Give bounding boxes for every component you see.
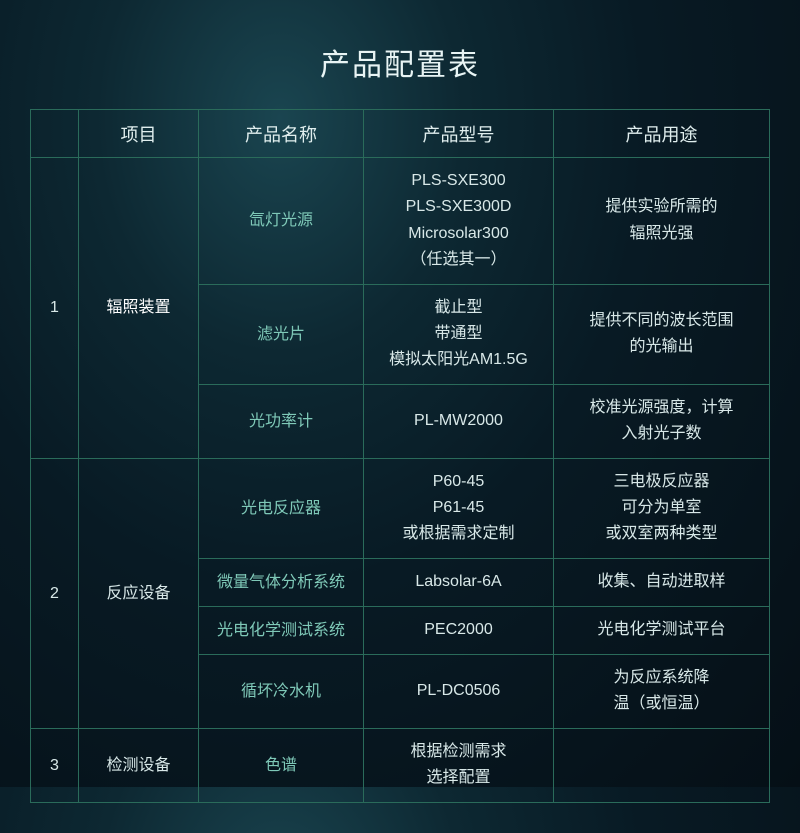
cell-use: 提供实验所需的辐照光强	[554, 158, 770, 285]
cell-model: Labsolar-6A	[364, 558, 554, 606]
cell-name: 光功率计	[199, 384, 364, 458]
cell-num: 1	[31, 158, 79, 459]
cell-item: 反应设备	[79, 458, 199, 728]
header-num	[31, 110, 79, 158]
header-use: 产品用途	[554, 110, 770, 158]
header-item: 项目	[79, 110, 199, 158]
table-body: 1 辐照装置 氙灯光源 PLS-SXE300PLS-SXE300DMicroso…	[31, 158, 770, 803]
cell-use: 三电极反应器可分为单室或双室两种类型	[554, 458, 770, 558]
config-table: 项目 产品名称 产品型号 产品用途 1 辐照装置 氙灯光源 PLS-SXE300…	[30, 109, 770, 803]
cell-num: 2	[31, 458, 79, 728]
cell-use: 收集、自动进取样	[554, 558, 770, 606]
cell-name: 色谱	[199, 728, 364, 802]
cell-item: 检测设备	[79, 728, 199, 802]
cell-name: 滤光片	[199, 284, 364, 384]
table-row: 3 检测设备 色谱 根据检测需求选择配置	[31, 728, 770, 802]
cell-use: 校准光源强度，计算入射光子数	[554, 384, 770, 458]
cell-name: 循坏冷水机	[199, 655, 364, 729]
cell-model: PL-DC0506	[364, 655, 554, 729]
cell-num: 3	[31, 728, 79, 802]
cell-use: 为反应系统降温（或恒温）	[554, 655, 770, 729]
cell-use	[554, 728, 770, 802]
cell-model: PL-MW2000	[364, 384, 554, 458]
table-row: 1 辐照装置 氙灯光源 PLS-SXE300PLS-SXE300DMicroso…	[31, 158, 770, 285]
cell-name: 光电化学测试系统	[199, 606, 364, 654]
cell-name: 微量气体分析系统	[199, 558, 364, 606]
cell-use: 提供不同的波长范围的光输出	[554, 284, 770, 384]
cell-name: 光电反应器	[199, 458, 364, 558]
cell-model: 根据检测需求选择配置	[364, 728, 554, 802]
page-title: 产品配置表	[30, 40, 770, 84]
cell-model: PLS-SXE300PLS-SXE300DMicrosolar300（任选其一）	[364, 158, 554, 285]
cell-use: 光电化学测试平台	[554, 606, 770, 654]
cell-model: 截止型带通型模拟太阳光AM1.5G	[364, 284, 554, 384]
table-row: 2 反应设备 光电反应器 P60-45P61-45或根据需求定制 三电极反应器可…	[31, 458, 770, 558]
header-model: 产品型号	[364, 110, 554, 158]
cell-item: 辐照装置	[79, 158, 199, 459]
cell-name: 氙灯光源	[199, 158, 364, 285]
cell-model: PEC2000	[364, 606, 554, 654]
table-header-row: 项目 产品名称 产品型号 产品用途	[31, 110, 770, 158]
header-name: 产品名称	[199, 110, 364, 158]
cell-model: P60-45P61-45或根据需求定制	[364, 458, 554, 558]
